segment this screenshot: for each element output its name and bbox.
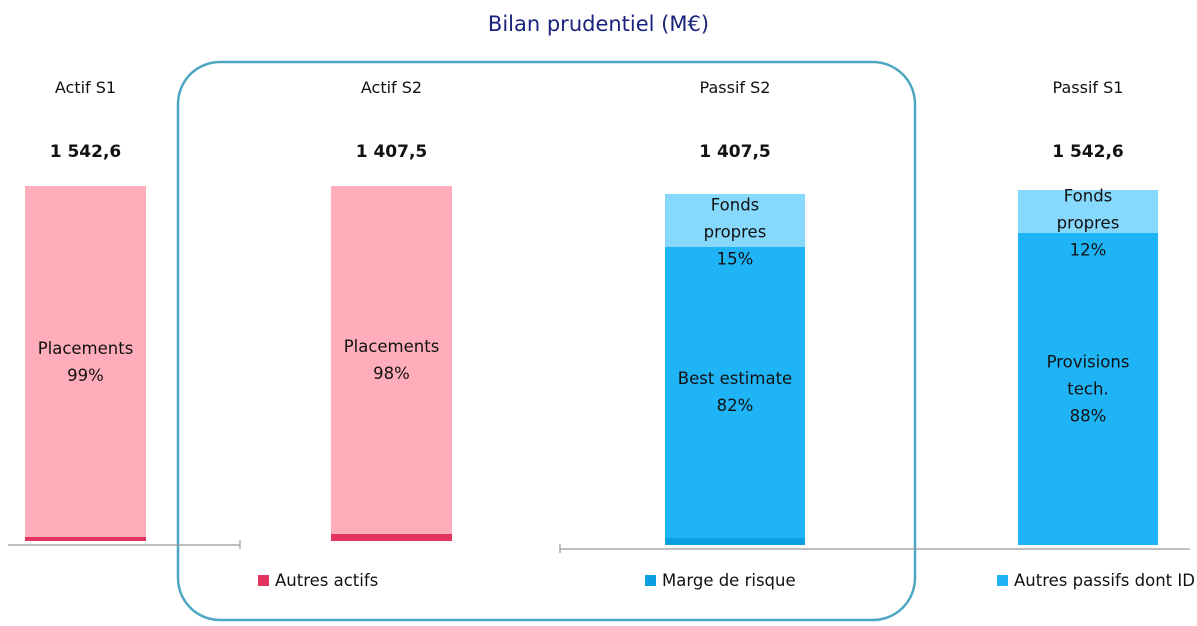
total-label: 1 542,6 [49,142,122,162]
segment-name: Fonds propres [703,195,767,242]
legend-item: Autres actifs [258,571,378,590]
chart-title: Bilan prudentiel (M€) [487,12,710,36]
total-label: 1 407,5 [355,142,428,162]
legend-item: Autres passifs dont ID [997,571,1195,590]
segment-label: Best estimate 82% [660,365,810,419]
total-label: 1 407,5 [699,142,771,162]
value-label: 15% [716,249,754,269]
segment-name: Fonds propres [1056,186,1120,233]
category-label: Actif S1 [54,78,117,97]
legend-swatch [997,575,1008,586]
segment-name: Best estimate [677,369,793,389]
legend-label: Autres actifs [275,571,379,590]
segment-name: Provisions tech. [1046,352,1130,399]
bar-segment [665,246,805,538]
legend-label: Marge de risque [662,571,796,590]
value-label: 88% [1069,406,1107,426]
segment-name: Placements [37,338,134,358]
bar-segment [331,186,452,534]
legend-item: Marge de risque [645,571,796,590]
category-label: Actif S2 [360,78,423,97]
legend-swatch [645,575,656,586]
segment-label: Placements 98% [317,333,467,387]
legend-swatch [258,575,269,586]
value-label: 98% [373,363,410,383]
segment-label: Fonds propres 12% [1013,183,1163,264]
total-label: 1 542,6 [1052,142,1124,162]
segment-label: Fonds propres 15% [660,192,810,273]
bar-segment [665,193,805,247]
value-label: 99% [67,365,104,385]
legend-label: Autres passifs dont ID [1014,571,1195,590]
bar-segment [25,537,146,541]
segment-name: Placements [343,336,440,356]
category-label: Passif S2 [699,78,771,97]
value-label: 12% [1069,240,1107,260]
segment-label: Provisions tech. 88% [1013,348,1163,429]
bar-segment [1018,190,1158,233]
segment-label: Placements 99% [11,335,161,389]
value-label: 82% [716,396,754,416]
category-label: Passif S1 [1052,78,1124,97]
bar-segment [1018,232,1158,545]
bar-segment [665,537,805,545]
bar-segment [25,186,146,538]
highlight-frame [176,60,917,622]
bar-segment [331,533,452,541]
